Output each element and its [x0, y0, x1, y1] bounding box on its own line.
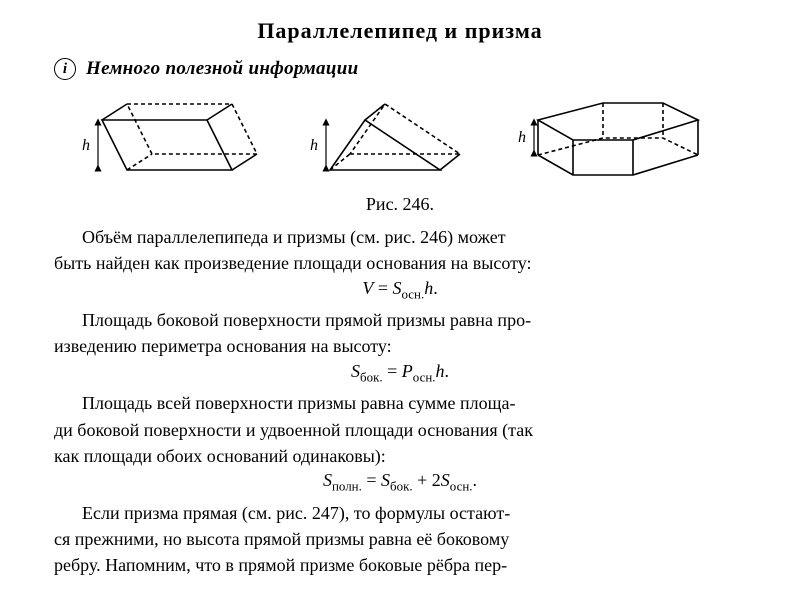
- paragraph-line: быть найден как произведение площади осн…: [54, 251, 746, 275]
- formula-total-area: Sполн. = Sбок. + 2Sосн..: [54, 470, 746, 495]
- info-section-header: i Немного полезной информации: [54, 58, 746, 80]
- paragraph-line: ребру. Напомним, что в прямой призме бок…: [54, 553, 746, 577]
- paragraph-line: Объём параллелепипеда и призмы (см. рис.…: [54, 225, 746, 249]
- figure-parallelepiped: h: [72, 90, 262, 190]
- paragraph-line: ся прежними, но высота прямой призмы рав…: [54, 527, 746, 551]
- paragraph-line: Площадь боковой поверхности прямой призм…: [54, 308, 746, 332]
- body-text: Объём параллелепипеда и призмы (см. рис.…: [54, 225, 746, 578]
- figure-caption: Рис. 246.: [54, 194, 746, 215]
- height-label: h: [310, 137, 318, 154]
- page: Параллелепипед и призма i Немного полезн…: [0, 0, 800, 578]
- formula-volume: V = Sосн.h.: [54, 278, 746, 303]
- paragraph-line: ди боковой поверхности и удвоенной площа…: [54, 418, 746, 442]
- height-label: h: [82, 137, 90, 154]
- figure-hexagonal-prism: h: [488, 90, 728, 190]
- height-label: h: [518, 129, 526, 146]
- figure-triangular-prism: h: [280, 90, 470, 190]
- figure-row: h h: [54, 90, 746, 190]
- info-subtitle: Немного полезной информации: [86, 58, 358, 80]
- paragraph-line: Если призма прямая (см. рис. 247), то фо…: [54, 501, 746, 525]
- paragraph-line: как площади обоих оснований одинаковы):: [54, 444, 746, 468]
- page-title: Параллелепипед и призма: [54, 18, 746, 44]
- formula-lateral-area: Sбок. = Pосн.h.: [54, 361, 746, 386]
- info-icon: i: [54, 58, 76, 80]
- paragraph-line: изведению периметра основания на высоту:: [54, 334, 746, 358]
- paragraph-line: Площадь всей поверхности призмы равна су…: [54, 391, 746, 415]
